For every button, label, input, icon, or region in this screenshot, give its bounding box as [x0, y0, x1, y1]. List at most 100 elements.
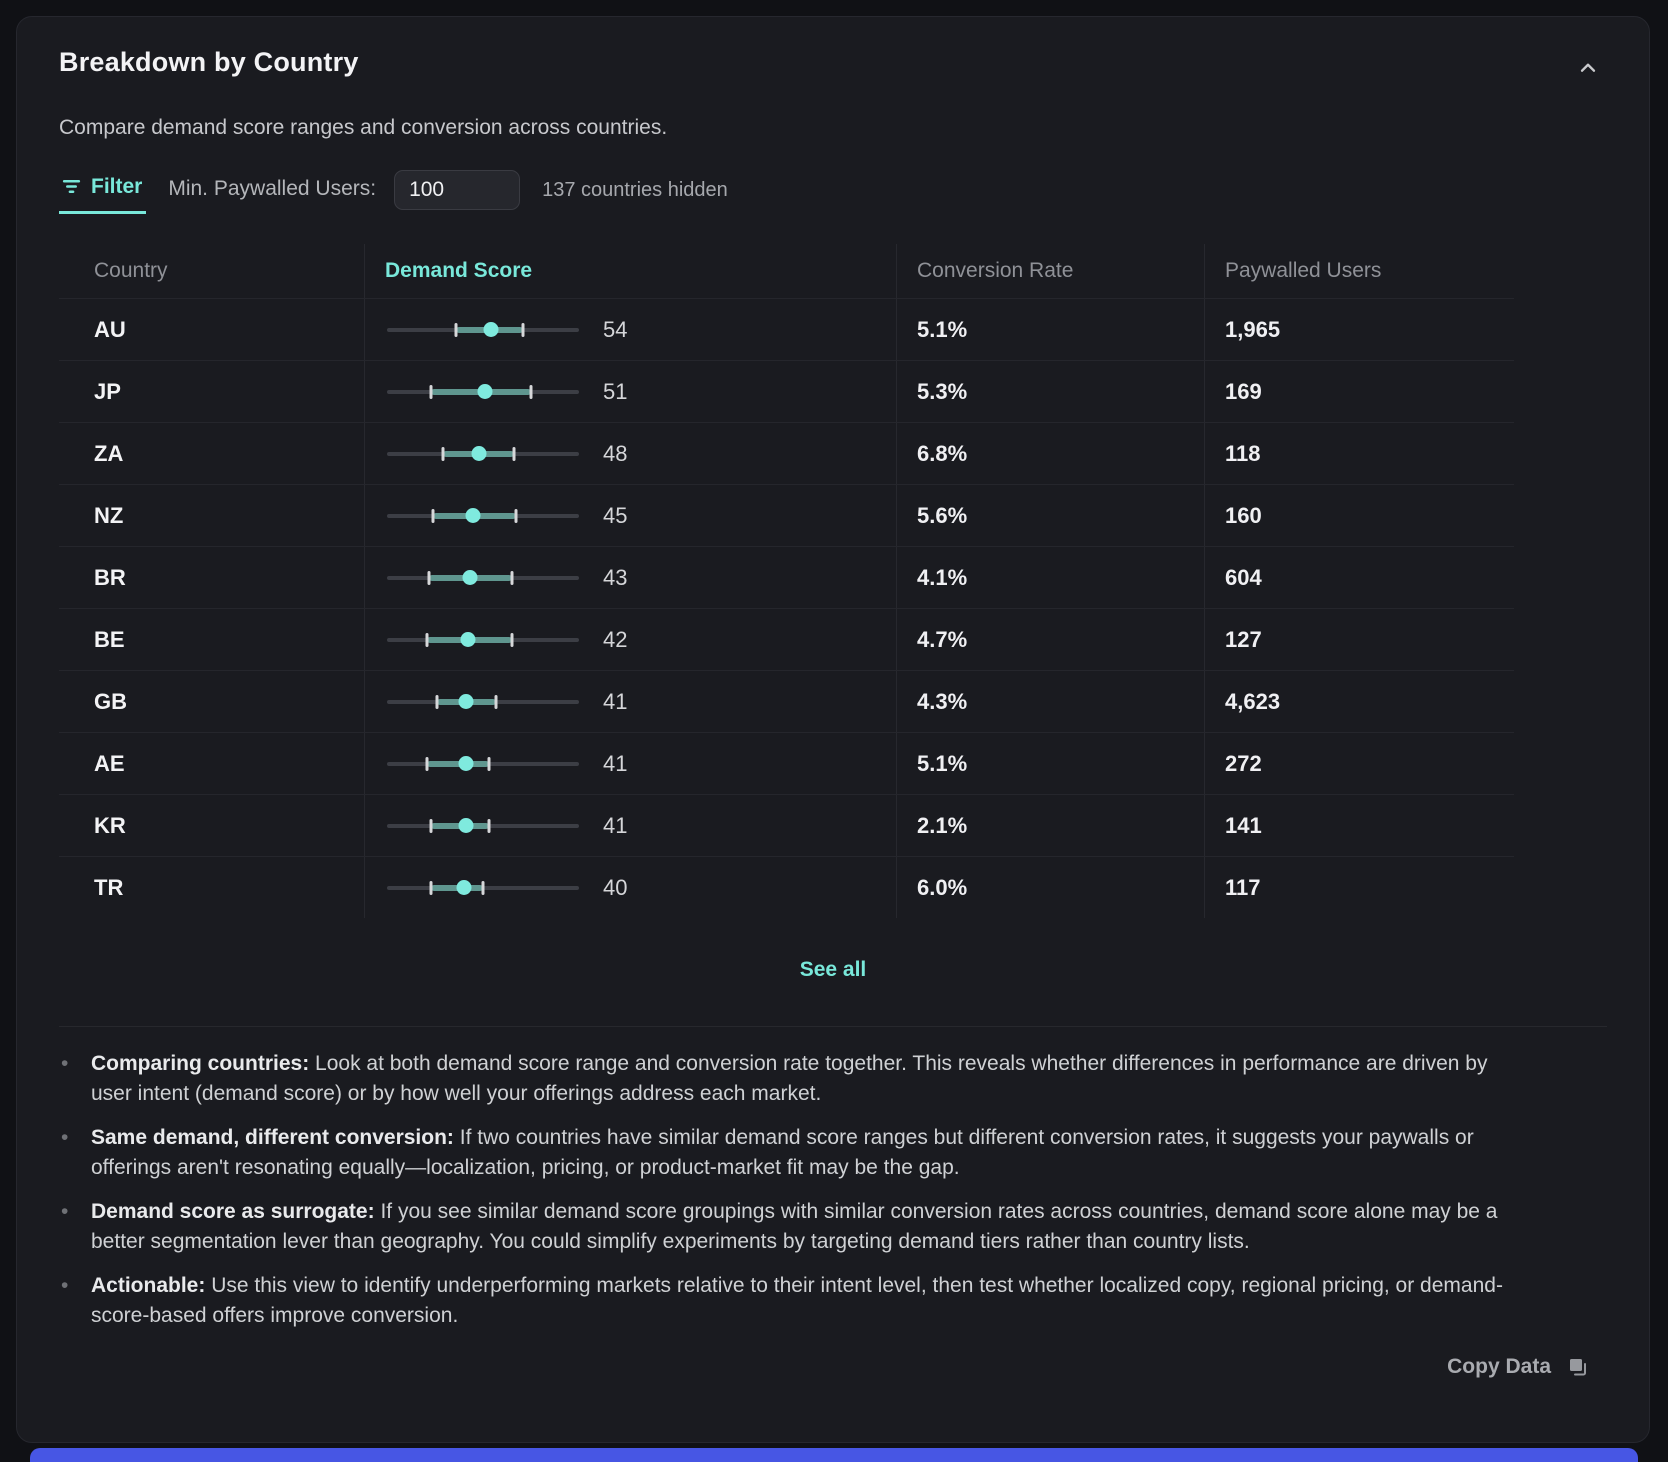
conversion-rate-value: 4.3% — [917, 688, 968, 714]
table-row[interactable]: NZ 45 5.6% 160 — [59, 484, 1514, 546]
bullet-icon: • — [61, 1126, 69, 1149]
paywalled-users-value: 127 — [1225, 626, 1262, 652]
table-row[interactable]: TR 40 6.0% 117 — [59, 856, 1514, 918]
demand-score-range-slider[interactable] — [387, 694, 579, 710]
table-row[interactable]: GB 41 4.3% 4,623 — [59, 670, 1514, 732]
demand-score-range-slider[interactable] — [387, 384, 579, 400]
column-header-conversion-rate[interactable]: Conversion Rate — [896, 244, 1204, 298]
slider-dot — [465, 508, 481, 523]
table-row[interactable]: BR 43 4.1% 604 — [59, 546, 1514, 608]
slider-dot — [483, 322, 499, 337]
demand-score-range-slider[interactable] — [387, 570, 579, 586]
table-body: AU 54 5.1% 1,965 JP 51 5.3% — [59, 298, 1514, 918]
demand-score-range-slider[interactable] — [387, 880, 579, 896]
filter-icon — [61, 176, 82, 197]
card-footer: Copy Data — [59, 1355, 1607, 1379]
slider-cap-high — [510, 632, 514, 647]
column-header-demand-score[interactable]: Demand Score — [364, 244, 896, 298]
slider-cap-high — [512, 446, 516, 461]
table-row[interactable]: BE 42 4.7% 127 — [59, 608, 1514, 670]
bullet-icon: • — [61, 1052, 69, 1075]
demand-score-range-slider[interactable] — [387, 446, 579, 462]
conversion-rate-value: 4.7% — [917, 626, 968, 652]
conversion-rate-value: 4.1% — [917, 564, 968, 590]
demand-score-value: 48 — [603, 440, 628, 466]
column-header-paywalled-users[interactable]: Paywalled Users — [1204, 244, 1514, 298]
chevron-up-icon — [1575, 63, 1601, 84]
demand-score-value: 43 — [603, 564, 628, 590]
slider-dot — [458, 756, 474, 771]
card-subtitle: Compare demand score ranges and conversi… — [59, 116, 668, 139]
paywalled-users-value: 604 — [1225, 564, 1262, 590]
note-text: Same demand, different conversion: If tw… — [91, 1126, 1474, 1179]
bottom-blue-bar — [30, 1448, 1638, 1462]
collapse-button[interactable] — [1569, 49, 1607, 90]
demand-score-value: 41 — [603, 688, 628, 714]
note-item: • Comparing countries: Look at both dema… — [59, 1049, 1607, 1109]
slider-dot — [460, 632, 476, 647]
paywalled-users-value: 4,623 — [1225, 688, 1281, 714]
slider-dot — [471, 446, 487, 461]
slider-range-band — [427, 760, 489, 767]
table-row[interactable]: JP 51 5.3% 169 — [59, 360, 1514, 422]
notes-list: • Comparing countries: Look at both dema… — [59, 1049, 1607, 1331]
conversion-rate-value: 6.0% — [917, 874, 968, 900]
copy-data-button[interactable]: Copy Data — [1447, 1355, 1551, 1378]
slider-cap-low — [431, 508, 435, 523]
country-table: Country Demand Score Conversion Rate Pay… — [59, 244, 1514, 918]
note-text: Demand score as surrogate: If you see si… — [91, 1200, 1498, 1253]
column-header-country[interactable]: Country — [94, 259, 168, 282]
demand-score-range-slider[interactable] — [387, 508, 579, 524]
conversion-rate-value: 2.1% — [917, 812, 968, 838]
filter-tab-label: Filter — [91, 174, 143, 198]
table-row[interactable]: AU 54 5.1% 1,965 — [59, 298, 1514, 360]
country-code: BR — [94, 564, 126, 590]
demand-score-value: 42 — [603, 626, 628, 652]
demand-score-range-slider[interactable] — [387, 632, 579, 648]
demand-score-value: 51 — [603, 378, 628, 404]
see-all-link[interactable]: See all — [799, 958, 867, 981]
min-paywalled-users-label: Min. Paywalled Users: — [168, 177, 377, 200]
demand-score-range-slider[interactable] — [387, 322, 579, 338]
country-code: KR — [94, 812, 126, 838]
conversion-rate-value: 5.3% — [917, 378, 968, 404]
breakdown-by-country-card: Breakdown by Country Compare demand scor… — [16, 16, 1650, 1443]
filter-tab[interactable]: Filter — [59, 174, 147, 214]
copy-icon[interactable] — [1567, 1356, 1589, 1378]
demand-score-value: 40 — [603, 874, 628, 900]
demand-score-value: 45 — [603, 502, 628, 528]
slider-cap-high — [494, 694, 498, 709]
hidden-countries-count: 137 countries hidden — [542, 178, 728, 201]
table-row[interactable]: AE 41 5.1% 272 — [59, 732, 1514, 794]
slider-dot — [458, 694, 474, 709]
min-paywalled-users-input[interactable] — [394, 170, 521, 210]
paywalled-users-value: 141 — [1225, 812, 1262, 838]
table-header-row: Country Demand Score Conversion Rate Pay… — [59, 244, 1514, 298]
demand-score-range-slider[interactable] — [387, 818, 579, 834]
country-code: BE — [94, 626, 125, 652]
country-code: NZ — [94, 502, 124, 528]
slider-cap-high — [487, 756, 491, 771]
demand-score-value: 54 — [603, 316, 628, 342]
slider-cap-high — [510, 570, 514, 585]
slider-cap-high — [514, 508, 518, 523]
country-code: JP — [94, 378, 121, 404]
paywalled-users-value: 118 — [1225, 440, 1261, 466]
slider-dot — [458, 818, 474, 833]
conversion-rate-value: 6.8% — [917, 440, 968, 466]
card-header: Breakdown by Country — [59, 47, 1607, 90]
country-code: GB — [94, 688, 127, 714]
slider-dot — [462, 570, 478, 585]
table-row[interactable]: KR 41 2.1% 141 — [59, 794, 1514, 856]
table-row[interactable]: ZA 48 6.8% 118 — [59, 422, 1514, 484]
paywalled-users-value: 160 — [1225, 502, 1262, 528]
note-text: Comparing countries: Look at both demand… — [91, 1052, 1488, 1105]
country-code: AU — [94, 316, 126, 342]
slider-cap-low — [429, 384, 433, 399]
slider-cap-low — [429, 880, 433, 895]
filter-row: Filter Min. Paywalled Users: 137 countri… — [59, 170, 1607, 218]
slider-cap-low — [441, 446, 445, 461]
conversion-rate-value: 5.1% — [917, 750, 968, 776]
slider-dot — [477, 384, 493, 399]
demand-score-range-slider[interactable] — [387, 756, 579, 772]
